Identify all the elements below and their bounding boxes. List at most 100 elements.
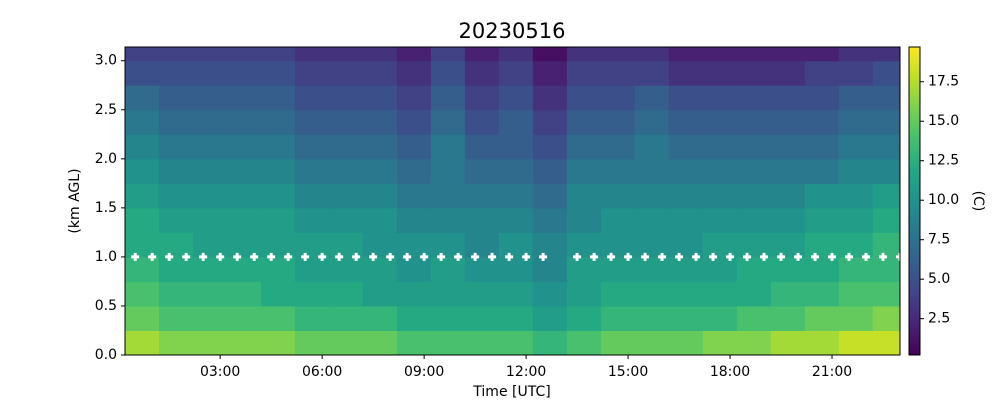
marker: [590, 252, 599, 261]
marker: [845, 252, 854, 261]
heat-cell: [566, 158, 602, 184]
heat-cell: [634, 85, 670, 111]
heat-cell: [396, 232, 432, 258]
marker: [267, 252, 276, 261]
heat-cell: [396, 109, 432, 135]
heat-cell: [532, 183, 568, 209]
x-tick-label: 06:00: [302, 364, 342, 380]
marker: [726, 252, 735, 261]
heat-cell: [532, 207, 568, 233]
heat-cell: [872, 60, 900, 86]
heat-cell: [158, 60, 194, 86]
heat-cell: [668, 158, 704, 184]
heat-cell: [226, 305, 262, 331]
heat-cell: [498, 305, 534, 331]
heat-cell: [736, 305, 772, 331]
heat-cell: [872, 183, 900, 209]
heat-cell: [158, 330, 194, 355]
marker: [148, 252, 157, 261]
heat-cell: [532, 47, 568, 62]
y-tick-label: 3.0: [95, 53, 117, 69]
heat-cell: [396, 60, 432, 86]
heat-cell: [192, 183, 228, 209]
marker: [709, 252, 718, 261]
marker: [131, 252, 140, 261]
y-tick-label: 0.0: [95, 347, 117, 363]
heat-cell: [736, 60, 772, 86]
heat-cell: [125, 47, 160, 62]
x-tick-label: 03:00: [200, 364, 240, 380]
heat-cell: [226, 134, 262, 160]
heat-cell: [125, 109, 160, 135]
heat-cell: [125, 85, 160, 111]
heat-cell: [125, 134, 160, 160]
heat-cell: [804, 183, 840, 209]
heat-cell: [294, 232, 330, 258]
heat-cell: [125, 256, 160, 282]
heat-cell: [838, 134, 874, 160]
heat-cell: [872, 305, 900, 331]
heat-cell: [838, 47, 874, 62]
heat-cell: [702, 47, 738, 62]
heat-cell: [600, 134, 636, 160]
heat-cell: [260, 109, 296, 135]
heat-cell: [430, 232, 466, 258]
heat-cell: [464, 134, 500, 160]
heat-cell: [702, 232, 738, 258]
marker: [522, 252, 531, 261]
marker: [879, 252, 888, 261]
heat-cell: [260, 232, 296, 258]
heat-cell: [294, 281, 330, 307]
heat-cell: [770, 207, 806, 233]
heat-cell: [328, 47, 364, 62]
heat-cell: [226, 207, 262, 233]
heat-cell: [125, 158, 160, 184]
heat-cell: [226, 281, 262, 307]
marker: [233, 252, 242, 261]
y-tick-label: 1.0: [95, 249, 117, 265]
marker: [386, 252, 395, 261]
marker: [811, 252, 820, 261]
heat-cell: [396, 330, 432, 355]
heat-cell: [838, 305, 874, 331]
marker: [284, 252, 293, 261]
x-tick-label: 09:00: [404, 364, 444, 380]
heat-cell: [260, 256, 296, 282]
heat-cell: [498, 109, 534, 135]
colorbar-tick-label: 2.5: [928, 311, 950, 327]
heat-cell: [192, 330, 228, 355]
heat-cell: [362, 281, 398, 307]
heat-cell: [125, 60, 160, 86]
heat-cell: [464, 256, 500, 282]
heat-cell: [804, 85, 840, 111]
heat-cell: [702, 330, 738, 355]
heat-cell: [702, 207, 738, 233]
colorbar-tick-label: 5.0: [928, 271, 950, 287]
heat-cell: [362, 183, 398, 209]
heat-cell: [362, 109, 398, 135]
heat-cell: [634, 256, 670, 282]
heat-cell: [804, 305, 840, 331]
heat-cell: [125, 183, 160, 209]
marker: [658, 252, 667, 261]
heat-cell: [498, 183, 534, 209]
heat-cell: [498, 330, 534, 355]
heat-cell: [464, 85, 500, 111]
marker: [828, 252, 837, 261]
heat-cell: [634, 158, 670, 184]
marker: [250, 252, 259, 261]
heat-cell: [396, 183, 432, 209]
heat-cell: [226, 256, 262, 282]
heat-cell: [600, 330, 636, 355]
y-tick-label: 2.5: [95, 102, 117, 118]
heat-cell: [736, 256, 772, 282]
heat-cell: [430, 305, 466, 331]
heat-cell: [736, 109, 772, 135]
heat-cell: [125, 305, 160, 331]
heat-cell: [498, 281, 534, 307]
colorbar-tick-label: 12.5: [928, 153, 959, 169]
marker: [488, 252, 497, 261]
marker: [437, 252, 446, 261]
heat-cell: [362, 60, 398, 86]
marker: [454, 252, 463, 261]
